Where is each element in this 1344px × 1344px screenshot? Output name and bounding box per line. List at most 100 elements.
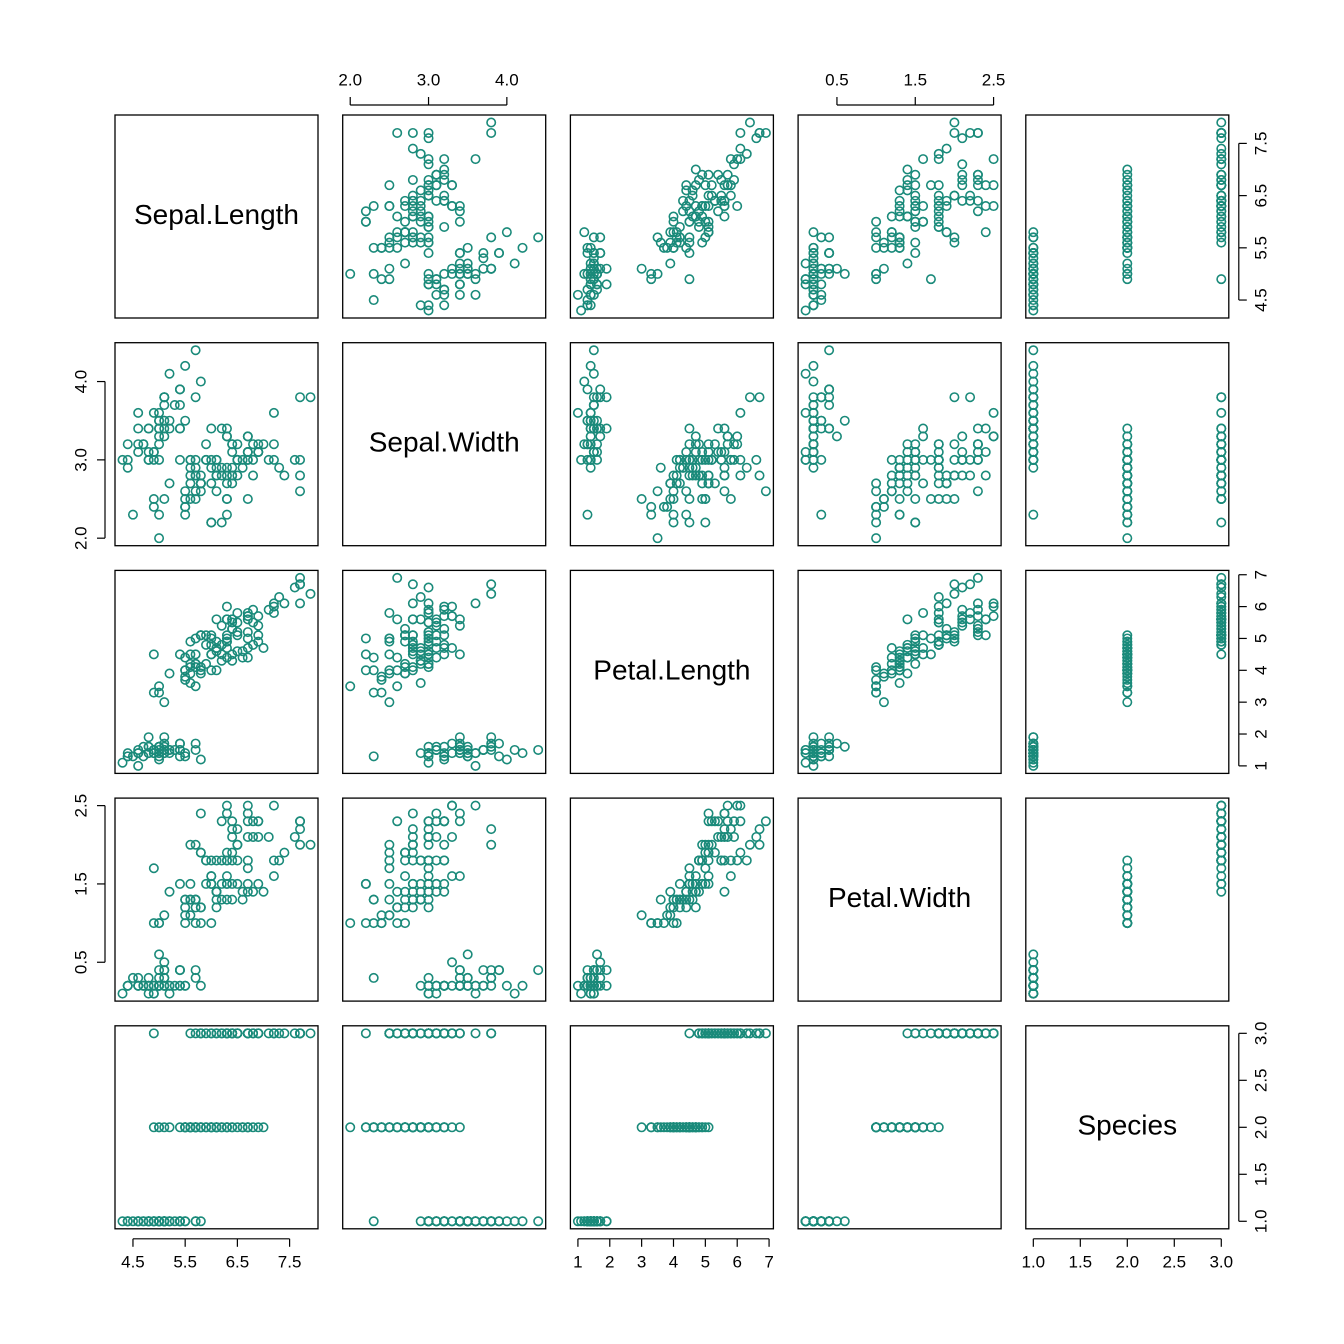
point [447, 1216, 458, 1227]
point [486, 824, 497, 835]
point [279, 598, 290, 609]
point [703, 816, 714, 827]
point [407, 174, 418, 185]
point [1122, 274, 1133, 285]
point [965, 614, 976, 625]
point [1122, 470, 1133, 481]
point [407, 237, 418, 248]
point [423, 636, 434, 647]
point [486, 579, 497, 590]
point [384, 878, 395, 889]
point [216, 639, 227, 650]
point [933, 206, 944, 217]
point [941, 143, 952, 154]
point [494, 248, 505, 259]
point [585, 274, 596, 285]
point [154, 980, 165, 991]
point [1122, 646, 1133, 657]
point [703, 169, 714, 180]
point [754, 392, 765, 403]
point [470, 988, 481, 999]
point [601, 392, 612, 403]
point [289, 454, 300, 465]
point [407, 201, 418, 212]
point [582, 1216, 593, 1227]
point [232, 824, 243, 835]
point [201, 658, 212, 669]
point [263, 454, 274, 465]
point [232, 839, 243, 850]
point [760, 816, 771, 827]
point [423, 185, 434, 196]
point [693, 174, 704, 185]
point [206, 665, 217, 676]
point [1122, 649, 1133, 660]
panel-frame [569, 342, 775, 547]
point [232, 1122, 243, 1133]
point [725, 1028, 736, 1039]
point [133, 407, 144, 418]
point [148, 649, 159, 660]
point [949, 454, 960, 465]
point [164, 744, 175, 755]
point [206, 878, 217, 889]
point [662, 1122, 673, 1133]
point [268, 439, 279, 450]
point [871, 232, 882, 243]
point [933, 630, 944, 641]
point [902, 646, 913, 657]
point [148, 1216, 159, 1227]
point [871, 687, 882, 698]
point [1028, 305, 1039, 316]
point [470, 760, 481, 771]
panel-frame [342, 569, 547, 775]
point [268, 607, 279, 618]
point [206, 478, 217, 489]
point [703, 190, 714, 201]
point [681, 185, 692, 196]
point [486, 1028, 497, 1039]
point [722, 800, 733, 811]
point [719, 470, 730, 481]
point [237, 1122, 248, 1133]
point [211, 646, 222, 657]
point [242, 652, 253, 663]
point [478, 253, 489, 264]
point [154, 509, 165, 520]
point [122, 439, 133, 450]
point [716, 190, 727, 201]
point [684, 1028, 695, 1039]
point [941, 201, 952, 212]
point [697, 211, 708, 222]
point [1122, 242, 1133, 253]
point [700, 201, 711, 212]
y-tick-label: 7 [1251, 570, 1270, 579]
point [871, 662, 882, 673]
point [949, 237, 960, 248]
point [462, 1216, 473, 1227]
point [1216, 148, 1227, 159]
point [1122, 671, 1133, 682]
point [242, 800, 253, 811]
point [592, 268, 603, 279]
point [133, 744, 144, 755]
point [211, 454, 222, 465]
point [972, 169, 983, 180]
point [693, 470, 704, 481]
point [700, 494, 711, 505]
point [407, 824, 418, 835]
point [910, 216, 921, 227]
point [716, 447, 727, 458]
point [690, 164, 701, 175]
panel-frame [797, 1025, 1002, 1230]
point [1216, 180, 1227, 191]
point [878, 494, 889, 505]
point [965, 195, 976, 206]
point [159, 494, 170, 505]
point [148, 447, 159, 458]
point [206, 454, 217, 465]
point [585, 980, 596, 991]
point [206, 517, 217, 528]
point [957, 169, 968, 180]
point [725, 180, 736, 191]
